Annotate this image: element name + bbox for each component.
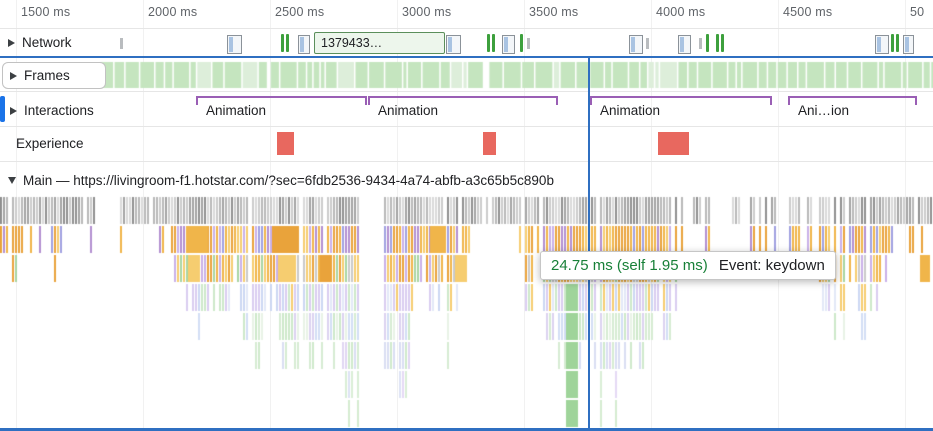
- interaction-span[interactable]: [368, 96, 558, 105]
- track-header-main[interactable]: Main — https://livingroom-f1.hotstar.com…: [8, 173, 554, 188]
- network-request[interactable]: [446, 35, 461, 54]
- interaction-label: Animation: [600, 103, 661, 118]
- ruler-tick-label: 2500 ms: [275, 5, 325, 19]
- interaction-span[interactable]: [788, 96, 917, 105]
- network-marker[interactable]: [706, 34, 709, 52]
- row-divider: [0, 91, 933, 92]
- interaction-label: Animation: [378, 103, 439, 118]
- network-request-waiting-bar: [229, 37, 233, 52]
- main-flame-chart-canvas[interactable]: [0, 196, 933, 429]
- network-marker[interactable]: [716, 34, 719, 52]
- network-tick[interactable]: [699, 38, 702, 49]
- network-request-waiting-bar: [905, 37, 909, 52]
- network-request[interactable]: [227, 35, 242, 54]
- ruler-tick-label: 4000 ms: [656, 5, 706, 19]
- network-tick[interactable]: [646, 38, 649, 49]
- interaction-label: Ani…ion: [798, 103, 850, 118]
- playhead[interactable]: [588, 56, 590, 431]
- ruler-divider: [0, 28, 933, 29]
- frames-track-canvas[interactable]: [0, 61, 933, 89]
- network-request[interactable]: [903, 35, 914, 54]
- layout-shift-block[interactable]: [483, 132, 496, 155]
- layout-shift-block[interactable]: [277, 132, 294, 155]
- ruler-tick-label: 2000 ms: [148, 5, 198, 19]
- network-request-waiting-bar: [504, 37, 508, 52]
- network-request-chip-label: 1379433…: [321, 36, 383, 50]
- ruler-tick-label: 3500 ms: [529, 5, 579, 19]
- row-divider: [0, 126, 933, 127]
- track-title-frames: Frames: [24, 68, 70, 83]
- pinned-track-divider: [0, 56, 933, 58]
- network-request-waiting-bar: [300, 37, 304, 52]
- layout-shift-block[interactable]: [658, 132, 689, 155]
- network-marker[interactable]: [520, 34, 523, 52]
- interaction-span[interactable]: [196, 96, 367, 105]
- track-selection-indicator: [0, 96, 5, 122]
- network-request-waiting-bar: [680, 37, 684, 52]
- network-request-waiting-bar: [877, 37, 881, 52]
- network-request[interactable]: [298, 35, 310, 54]
- expand-arrow-icon: [10, 71, 17, 80]
- collapse-arrow-icon: [8, 177, 16, 184]
- interaction-span[interactable]: [590, 96, 772, 105]
- expand-arrow-icon: [10, 106, 17, 115]
- network-request[interactable]: [502, 35, 515, 54]
- bottom-scroll-edge: [0, 428, 933, 431]
- network-request-chip[interactable]: 1379433…: [314, 32, 445, 54]
- network-marker[interactable]: [487, 34, 490, 52]
- network-tick[interactable]: [527, 38, 530, 49]
- track-header-network[interactable]: Network: [8, 35, 72, 50]
- tooltip-event-name: Event: keydown: [718, 257, 825, 274]
- track-header-experience[interactable]: Experience: [16, 136, 84, 151]
- network-request-waiting-bar: [448, 37, 452, 52]
- performance-tooltip: 24.75 ms (self 1.95 ms) Event: keydown: [540, 251, 836, 280]
- tooltip-duration: 24.75 ms (self 1.95 ms): [551, 257, 708, 274]
- ruler-tick-label: 3000 ms: [402, 5, 452, 19]
- expand-arrow-icon: [8, 38, 15, 47]
- track-header-frames[interactable]: Frames: [2, 62, 106, 89]
- ruler-tick-label: 4500 ms: [783, 5, 833, 19]
- network-request-waiting-bar: [631, 37, 635, 52]
- track-header-interactions[interactable]: Interactions: [10, 103, 94, 118]
- network-tick[interactable]: [120, 38, 123, 49]
- ruler-tick-label: 50: [910, 5, 925, 19]
- track-title-interactions: Interactions: [24, 103, 94, 118]
- network-marker[interactable]: [891, 34, 894, 52]
- interaction-label: Animation: [206, 103, 267, 118]
- network-request[interactable]: [629, 35, 643, 54]
- track-title-experience: Experience: [16, 136, 84, 151]
- network-request[interactable]: [678, 35, 691, 54]
- network-marker[interactable]: [721, 34, 724, 52]
- network-marker[interactable]: [896, 34, 899, 52]
- track-title-main: Main — https://livingroom-f1.hotstar.com…: [23, 173, 554, 188]
- network-marker[interactable]: [492, 34, 495, 52]
- timeline-ruler[interactable]: [0, 0, 933, 28]
- network-marker[interactable]: [286, 34, 289, 52]
- track-title-network: Network: [22, 35, 72, 50]
- row-divider: [0, 161, 933, 162]
- network-marker[interactable]: [281, 34, 284, 52]
- network-request[interactable]: [875, 35, 889, 54]
- ruler-tick-label: 1500 ms: [21, 5, 71, 19]
